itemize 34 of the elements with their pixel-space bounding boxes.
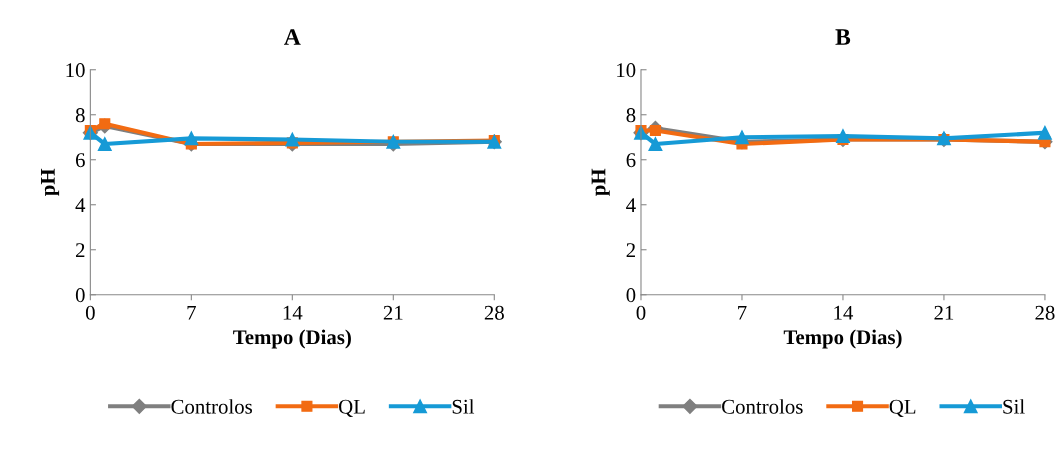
x-tick-label: 28 bbox=[484, 305, 504, 320]
x-tick-label: 28 bbox=[1035, 305, 1055, 320]
x-tick-label: 0 bbox=[636, 305, 646, 320]
y-tick-label: 4 bbox=[75, 198, 86, 212]
y-tick-label: 0 bbox=[75, 288, 85, 303]
y-tick-label: 6 bbox=[626, 153, 636, 168]
x-tick-label: 0 bbox=[85, 305, 95, 320]
x-tick-label: 14 bbox=[283, 305, 303, 320]
x-tick-label: 14 bbox=[834, 305, 854, 320]
y-tick-label: 8 bbox=[75, 108, 85, 123]
x-tick-label: 21 bbox=[934, 305, 954, 320]
x-tick-label: 21 bbox=[383, 305, 403, 320]
y-tick-label: 10 bbox=[66, 63, 85, 78]
x-axis-title: Tempo (Dias) bbox=[233, 329, 351, 349]
y-axis-title: pH bbox=[41, 168, 60, 196]
legend-label: QL bbox=[339, 399, 365, 417]
chart-title: A bbox=[284, 29, 301, 45]
y-tick-label: 10 bbox=[617, 63, 636, 78]
y-axis-title: pH bbox=[591, 168, 610, 196]
legend-label: Sil bbox=[1003, 399, 1025, 414]
y-tick-label: 2 bbox=[626, 243, 635, 257]
legend-label: Sil bbox=[452, 399, 475, 414]
y-tick-label: 0 bbox=[626, 288, 636, 303]
legend-label: Controlos bbox=[722, 399, 803, 414]
legend-label: Controlos bbox=[171, 399, 252, 414]
y-tick-label: 2 bbox=[75, 243, 85, 257]
y-tick-label: 4 bbox=[626, 198, 636, 212]
x-tick-label: 7 bbox=[187, 305, 196, 320]
x-tick-label: 7 bbox=[738, 305, 747, 320]
y-tick-label: 8 bbox=[626, 108, 636, 123]
x-axis-title: Tempo (Dias) bbox=[783, 329, 902, 349]
y-tick-label: 6 bbox=[75, 153, 85, 168]
legend-label: QL bbox=[889, 399, 916, 417]
chart-title: B bbox=[835, 29, 851, 45]
